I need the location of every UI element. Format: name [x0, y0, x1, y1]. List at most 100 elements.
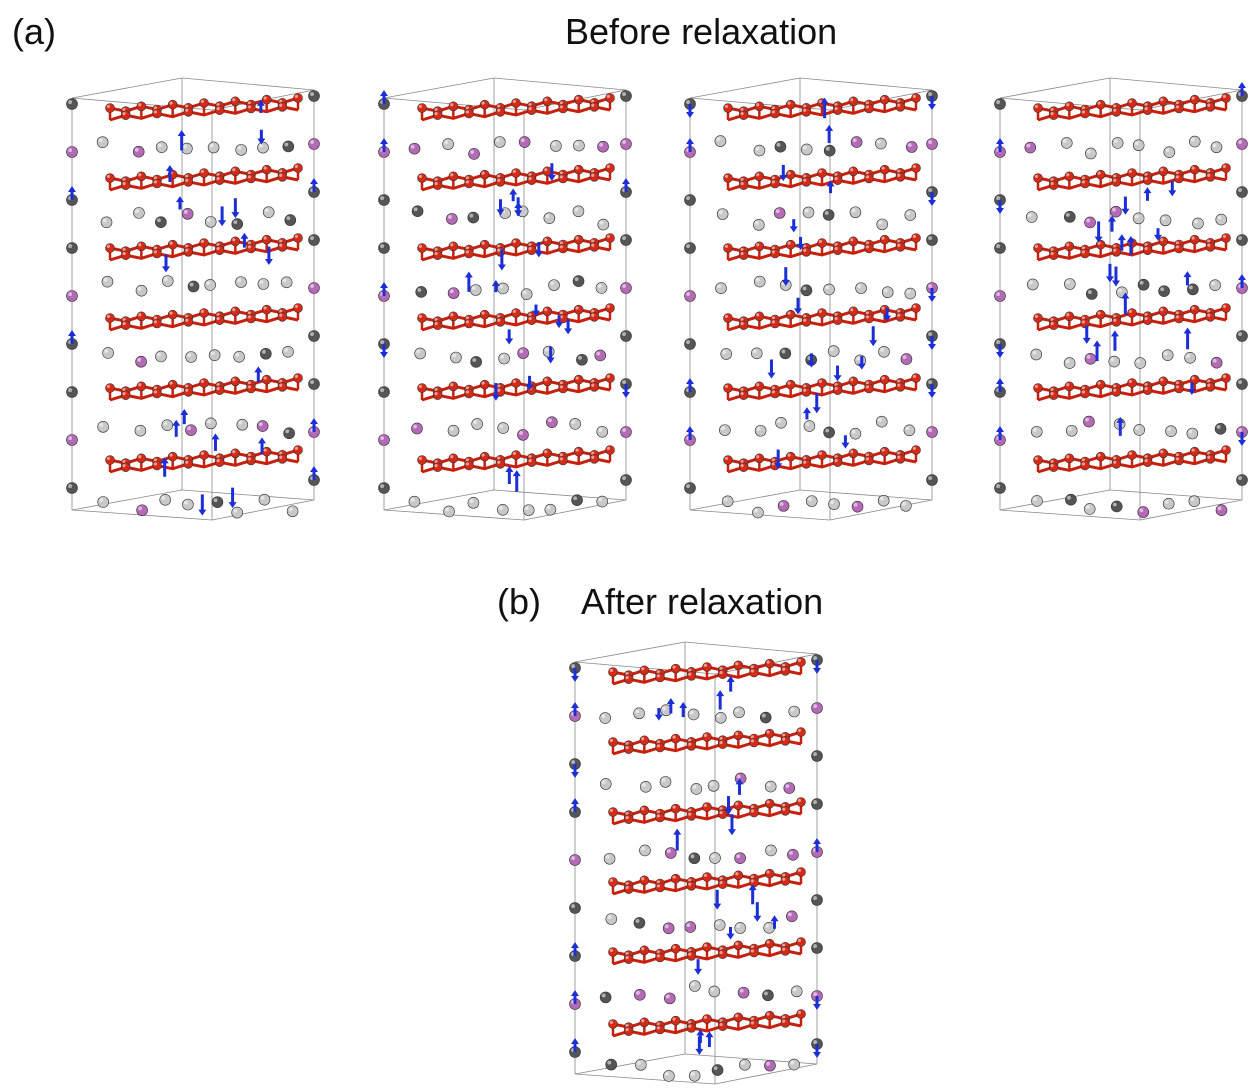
layer-atom-shine [497, 384, 501, 388]
layer-atom-shine [834, 317, 838, 321]
layer-atom-shine [1144, 383, 1148, 387]
layer-atom [655, 882, 665, 893]
spin-arrow-head [716, 690, 725, 697]
interlayer-atom-shine [544, 347, 549, 352]
layer-atom [1127, 450, 1137, 460]
layer-atom-shine [169, 453, 173, 457]
interlayer-atom [1065, 424, 1078, 437]
layer-atom [573, 304, 584, 315]
interlayer-atom [753, 275, 766, 288]
interlayer-atom-shine [499, 424, 504, 429]
edge-atom [684, 242, 696, 254]
layer-atom-shine [247, 241, 251, 245]
layer-atom-shine [106, 456, 110, 460]
interlayer-atom-shine [282, 278, 287, 283]
layer-atom-shine [122, 322, 126, 326]
layer-atom-shine [1050, 388, 1054, 392]
interlayer-atom [1083, 503, 1096, 515]
layer-atom [702, 802, 712, 812]
interlayer-atom-shine [607, 1060, 612, 1065]
interlayer-atom-shine [736, 924, 741, 928]
interlayer-atom [161, 419, 174, 431]
interlayer-atom-shine [469, 213, 474, 218]
edge-atom-shine [68, 292, 72, 296]
interlayer-atom-shine [1188, 429, 1193, 434]
layer-atom [605, 93, 615, 103]
cell-edge [999, 489, 1111, 511]
layer-atom [639, 945, 650, 956]
spin-arrow-head [571, 798, 579, 804]
layer-atom-shine [865, 175, 869, 179]
interlayer-atom [235, 144, 247, 156]
cell-edge [574, 1053, 686, 1075]
layer-atom [723, 243, 733, 253]
layer-atom-shine [528, 107, 532, 111]
layer-atom [686, 741, 697, 751]
layer-atom [738, 390, 749, 400]
layer-atom-shine [216, 317, 220, 321]
layer-atom-shine [122, 248, 126, 252]
interlayer-atom-shine [417, 288, 422, 292]
spin-arrow-head [1093, 340, 1102, 347]
layer-atom [183, 247, 194, 257]
interlayer-atom-shine [1167, 427, 1172, 432]
interlayer-atom-shine [573, 496, 578, 501]
interlayer-atom [605, 1058, 618, 1071]
layer-atom-shine [625, 882, 629, 886]
layer-atom [230, 166, 241, 177]
layer-atom [277, 172, 288, 182]
layer-atom [495, 177, 506, 187]
layer-atom [749, 877, 759, 888]
layer-atom-shine [834, 387, 838, 391]
interlayer-atom-shine [98, 138, 103, 143]
edge-atom [994, 482, 1006, 494]
layer-atom-shine [138, 455, 142, 459]
layer-atom-shine [625, 956, 629, 960]
interlayer-atom-shine [636, 1060, 641, 1065]
layer-atom [1048, 462, 1059, 472]
layer-atom [733, 870, 744, 881]
cell-edge [1109, 489, 1243, 501]
spin-arrow-head [218, 220, 227, 227]
layer-atom [183, 317, 194, 327]
layer-atom-shine [672, 735, 676, 739]
layer-atom [608, 877, 618, 887]
layer-atom [417, 313, 427, 323]
interlayer-atom [1063, 357, 1076, 369]
interlayer-atom [1158, 285, 1170, 297]
interlayer-atom [759, 711, 772, 724]
layer-atom-shine [1050, 178, 1054, 182]
interlayer-atom [904, 209, 917, 221]
interlayer-atom-shine [498, 505, 503, 510]
interlayer-atom [597, 218, 610, 231]
layer-atom-shine [1175, 101, 1179, 105]
interlayer-atom-shine [1163, 351, 1168, 356]
layer-atom-shine [735, 942, 739, 946]
layer-atom [911, 303, 921, 313]
layer-atom [1221, 93, 1231, 103]
interlayer-atom-shine [546, 505, 551, 510]
layer-atom-shine [247, 385, 251, 389]
interlayer-atom [1026, 278, 1039, 291]
layer-atom-shine [591, 379, 595, 383]
layer-atom-shine [782, 947, 786, 951]
layer-atom [464, 460, 474, 471]
layer-atom [738, 320, 749, 330]
spin-arrow-head [175, 196, 184, 203]
edge-atom-shine [571, 856, 575, 860]
edge-atom [66, 242, 78, 254]
layer-atom-shine [1144, 313, 1148, 317]
layer-atom-shine [672, 665, 676, 669]
layer-atom-shine [138, 173, 142, 177]
layer-atom [277, 382, 288, 392]
interlayer-atom [1159, 214, 1172, 227]
edge-atom [926, 474, 938, 486]
interlayer-atom-shine [1211, 281, 1216, 286]
layer-atom-shine [232, 98, 236, 102]
layer-atom-shine [247, 101, 251, 105]
interlayer-atom [777, 500, 790, 512]
layer-atom-shine [497, 248, 501, 252]
layer-atom [105, 313, 115, 323]
interlayer-atom [790, 985, 803, 998]
layer-atom [738, 462, 749, 472]
